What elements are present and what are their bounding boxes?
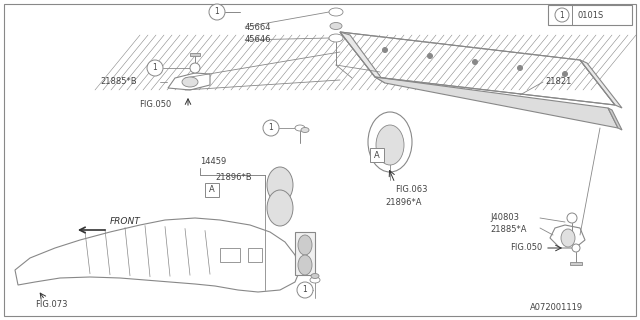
- Circle shape: [572, 244, 580, 252]
- Ellipse shape: [561, 229, 575, 247]
- Circle shape: [383, 47, 387, 52]
- Ellipse shape: [368, 112, 412, 172]
- Bar: [570, 262, 582, 265]
- Text: FIG.063: FIG.063: [395, 185, 428, 194]
- Ellipse shape: [330, 22, 342, 29]
- Ellipse shape: [295, 125, 305, 131]
- Text: 1: 1: [559, 11, 564, 20]
- Text: 14459: 14459: [200, 157, 227, 166]
- Text: A: A: [374, 150, 380, 159]
- Ellipse shape: [311, 274, 319, 278]
- Polygon shape: [550, 225, 585, 248]
- Ellipse shape: [298, 255, 312, 275]
- Ellipse shape: [298, 235, 312, 255]
- Ellipse shape: [267, 167, 293, 203]
- Bar: [190, 53, 200, 56]
- Circle shape: [297, 282, 313, 298]
- Ellipse shape: [329, 34, 343, 42]
- Circle shape: [209, 4, 225, 20]
- Text: 0101S: 0101S: [578, 11, 604, 20]
- Ellipse shape: [267, 190, 293, 226]
- Text: 45664: 45664: [245, 22, 271, 31]
- Text: 21896*A: 21896*A: [385, 198, 422, 207]
- Text: 21885*A: 21885*A: [490, 226, 527, 235]
- Text: 45646: 45646: [245, 36, 271, 44]
- Bar: [370, 148, 384, 162]
- Ellipse shape: [329, 8, 343, 16]
- Ellipse shape: [310, 277, 320, 283]
- Bar: [248, 248, 262, 262]
- Circle shape: [563, 71, 568, 76]
- Text: 1: 1: [214, 7, 220, 17]
- Circle shape: [567, 213, 577, 223]
- Circle shape: [190, 63, 200, 73]
- Text: 1: 1: [269, 124, 273, 132]
- Circle shape: [472, 60, 477, 65]
- Text: FRONT: FRONT: [110, 217, 141, 226]
- Bar: [205, 183, 219, 197]
- Ellipse shape: [301, 127, 309, 132]
- Text: A072001119: A072001119: [530, 303, 583, 312]
- Bar: [548, 5, 632, 25]
- Text: FIG.050: FIG.050: [510, 244, 542, 252]
- Circle shape: [428, 53, 433, 59]
- Polygon shape: [340, 32, 385, 83]
- Ellipse shape: [182, 77, 198, 87]
- Text: 1: 1: [303, 285, 307, 294]
- Text: 21896*B: 21896*B: [215, 173, 252, 182]
- Polygon shape: [295, 232, 315, 275]
- Text: 21821: 21821: [545, 77, 572, 86]
- Text: A: A: [209, 186, 215, 195]
- Text: J40803: J40803: [490, 213, 519, 222]
- Polygon shape: [375, 77, 618, 128]
- Polygon shape: [608, 108, 622, 130]
- Text: 1: 1: [152, 63, 157, 73]
- Circle shape: [518, 66, 522, 70]
- Polygon shape: [580, 60, 622, 108]
- Text: FIG.050: FIG.050: [139, 100, 171, 109]
- Bar: [220, 248, 240, 262]
- Polygon shape: [340, 32, 615, 105]
- Circle shape: [263, 120, 279, 136]
- Circle shape: [555, 8, 569, 22]
- Circle shape: [147, 60, 163, 76]
- Ellipse shape: [376, 125, 404, 165]
- Polygon shape: [168, 73, 210, 90]
- Polygon shape: [15, 218, 300, 292]
- Text: 21885*B: 21885*B: [100, 77, 136, 86]
- Text: FIG.073: FIG.073: [35, 300, 67, 309]
